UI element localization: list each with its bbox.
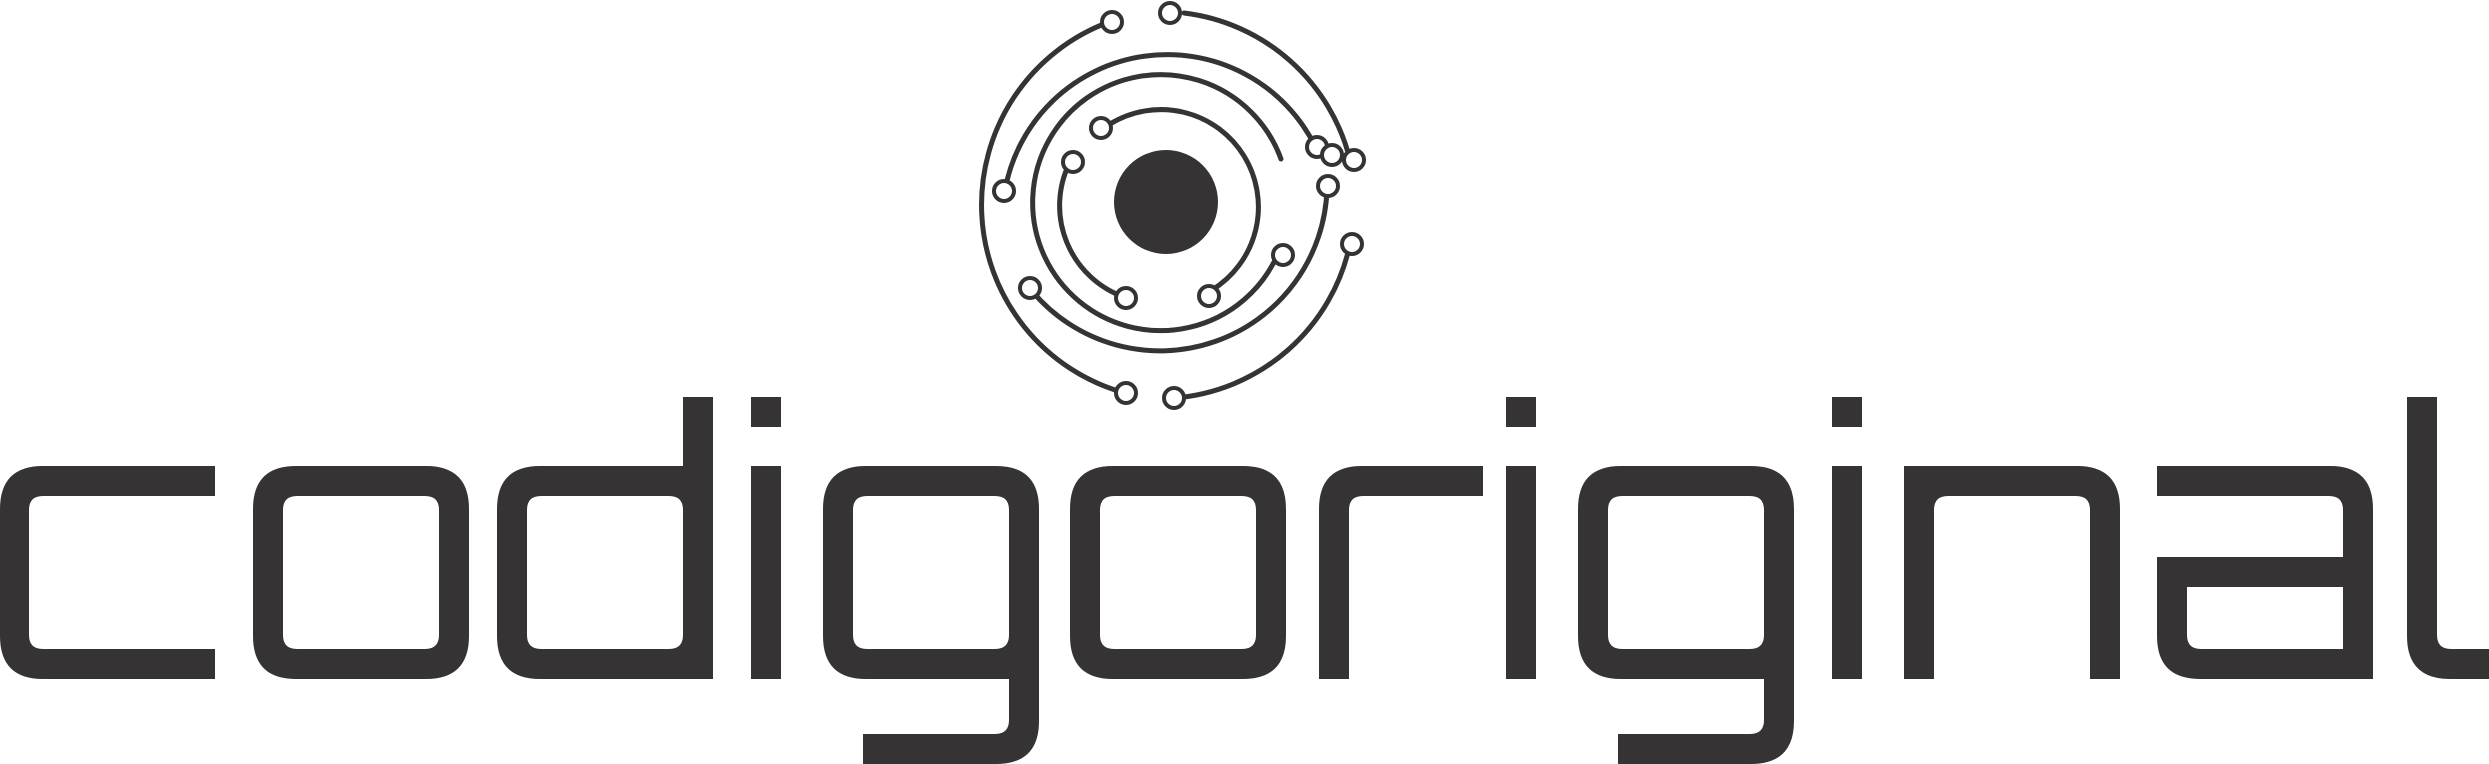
- letter-o: [253, 466, 469, 679]
- letter-i-dot: [751, 397, 781, 427]
- letter-n: [1904, 466, 2120, 679]
- outer-ring-b: [979, 19, 1128, 396]
- second-ring: [1030, 72, 1284, 334]
- letter-i3-stem: [1832, 466, 1862, 679]
- outer-ring: [1181, 10, 1353, 163]
- wordmark: [0, 397, 2489, 764]
- letter-i2-dot: [1506, 397, 1536, 427]
- letter-d: [497, 397, 713, 679]
- letter-o-2: [1070, 466, 1286, 679]
- letter-i-stem: [751, 466, 781, 679]
- letter-r: [1319, 466, 1483, 679]
- letter-c: [0, 466, 215, 679]
- inner-ring: [1107, 107, 1261, 293]
- third-ring: [1002, 52, 1318, 193]
- circuit-eye-icon: [979, 1, 1366, 410]
- third-ring-b: [1029, 186, 1330, 354]
- letter-l: [2407, 397, 2489, 679]
- letter-i3-dot: [1832, 397, 1862, 427]
- pupil-dot: [1114, 150, 1218, 254]
- letter-a: [2157, 466, 2373, 679]
- letter-g-2: [1578, 466, 1794, 764]
- letter-g: [823, 466, 1039, 764]
- inner-ring-b: [1057, 161, 1127, 300]
- outer-ring-c: [1171, 241, 1353, 401]
- letter-i2-stem: [1506, 466, 1536, 679]
- circuit-nodes: [992, 1, 1366, 410]
